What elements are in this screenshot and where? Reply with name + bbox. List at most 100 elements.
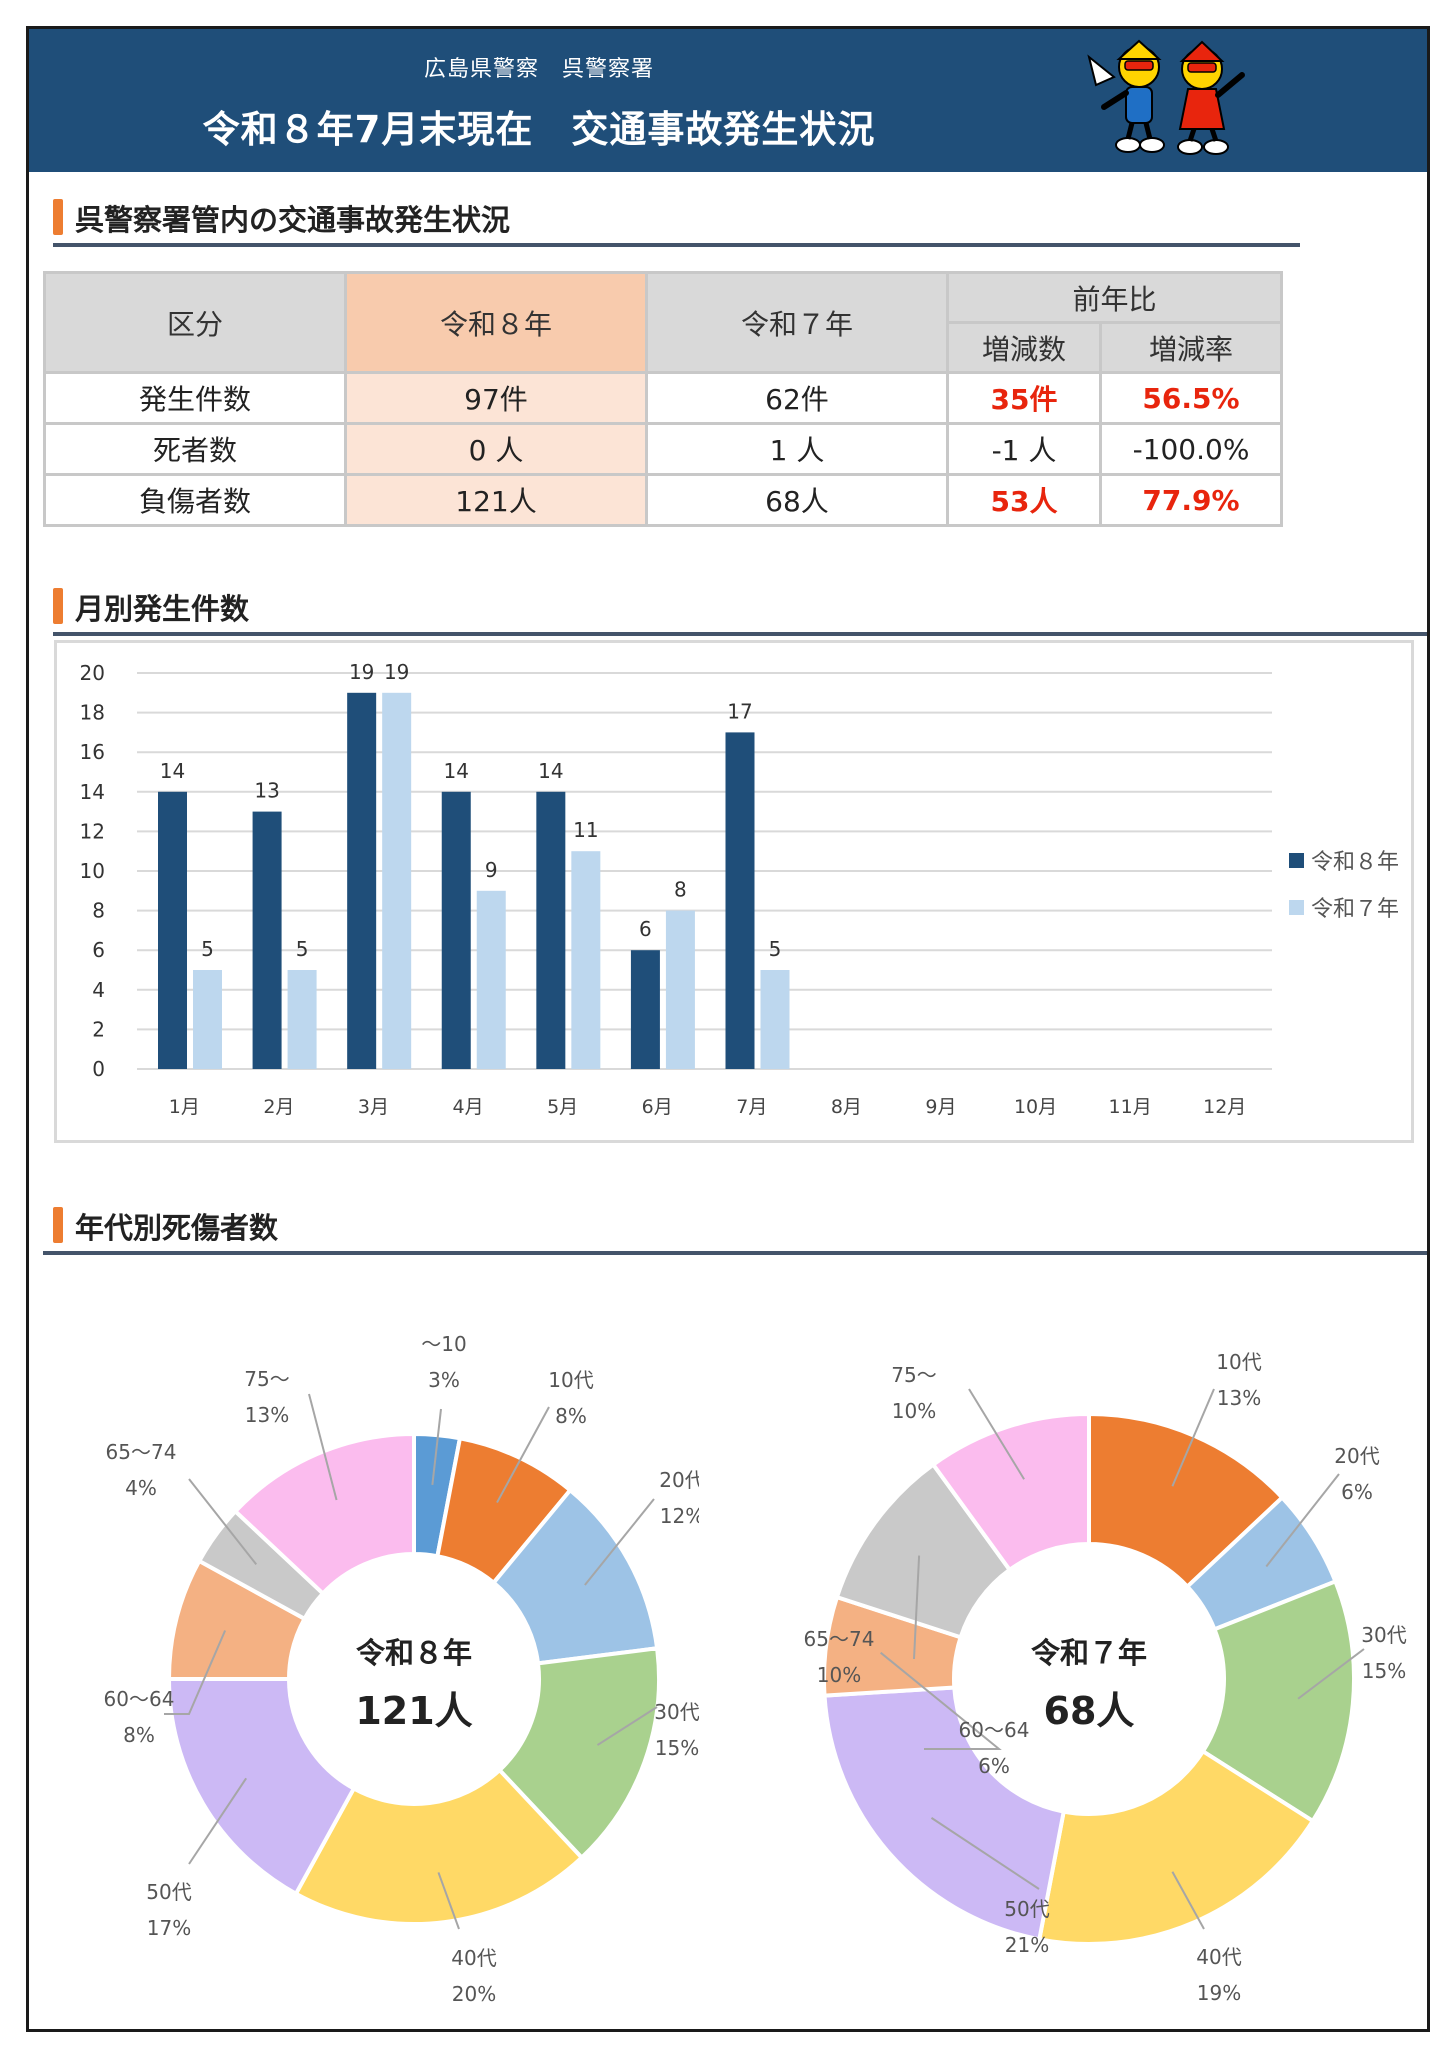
bar <box>536 791 566 1069</box>
slice-percent: 10% <box>817 1663 861 1687</box>
slice-percent: 8% <box>123 1723 155 1747</box>
x-tick-label: 5月 <box>547 1096 578 1118</box>
slice-label: 20代 <box>659 1468 699 1492</box>
mascot-left <box>1087 39 1165 153</box>
donut-chart-current-year: ～10 3% 10代 8% 20代 12% 30代 15% 40代 20% 50代 17% 60～64 8… <box>104 1332 699 2006</box>
x-tick-label: 4月 <box>452 1096 483 1118</box>
page-title: 令和８年7月末現在 交通事故発生状況 <box>202 108 876 151</box>
slice-label: 30代 <box>1361 1623 1406 1647</box>
legend-swatch <box>1289 853 1304 868</box>
header-current-year: 令和８年 <box>344 271 648 374</box>
bar <box>571 851 601 1069</box>
slice-label: 75～ <box>244 1367 289 1391</box>
x-tick-label: 9月 <box>925 1096 956 1118</box>
slice-label: 40代 <box>1196 1945 1241 1969</box>
section-title-summary: 呉警察署管内の交通事故発生状況 <box>53 197 510 239</box>
donut-slice <box>232 1431 416 1597</box>
leader-line <box>1297 1648 1365 1700</box>
section-title-monthly: 月別発生件数 <box>53 586 249 628</box>
slice-percent: 6% <box>1341 1480 1373 1504</box>
legend-swatch <box>1289 900 1304 915</box>
bar <box>193 970 222 1069</box>
slice-label: 50代 <box>146 1880 191 1904</box>
bar <box>382 692 412 1069</box>
slice-label: ～10 <box>421 1332 466 1356</box>
data-label: 14 <box>538 759 563 783</box>
legend-label: 令和７年 <box>1311 897 1399 922</box>
x-tick-label: 3月 <box>358 1096 389 1118</box>
slice-percent: 3% <box>428 1368 460 1392</box>
header-compare: 前年比 <box>946 271 1283 324</box>
x-tick-label: 8月 <box>831 1096 862 1118</box>
bar <box>287 970 317 1069</box>
bar <box>347 692 377 1069</box>
leader-line <box>930 1817 1040 1890</box>
leader-line <box>188 1777 247 1865</box>
leader-line <box>164 1630 227 1715</box>
slice-percent: 15% <box>655 1736 699 1760</box>
leader-line <box>584 1498 655 1586</box>
data-label: 17 <box>727 699 752 723</box>
leader-line <box>880 1651 1002 1750</box>
y-tick-label: 2 <box>92 1017 105 1041</box>
leader-line <box>188 1478 258 1566</box>
leader-line <box>1265 1473 1340 1568</box>
bar <box>725 732 755 1069</box>
slice-percent: 17% <box>147 1916 191 1940</box>
x-tick-label: 6月 <box>642 1096 673 1118</box>
slice-percent: 4% <box>125 1476 157 1500</box>
row-previous: 1 人 <box>645 422 949 476</box>
section-divider <box>43 1251 1427 1255</box>
data-label: 13 <box>254 779 279 803</box>
donut-chart-previous-year: 10代 13% 20代 6% 30代 15% 40代 19% 50代 21% 60～64 6% 65～7… <box>804 1350 1407 2005</box>
x-tick-label: 1月 <box>169 1096 200 1118</box>
slice-label: 10代 <box>1216 1350 1261 1374</box>
bar <box>158 791 187 1069</box>
y-tick-label: 10 <box>80 859 105 883</box>
data-label: 5 <box>296 937 309 961</box>
data-label: 19 <box>384 660 409 684</box>
mascot-right <box>1177 40 1245 155</box>
monthly-chart-box: 0 2 4 6 8 10 12 14 16 18 20 1月 14 5 2月 13 5 3月 19 19 4月 14 9 5月… <box>54 640 1414 1143</box>
row-previous: 68人 <box>645 473 949 527</box>
slice-percent: 15% <box>1362 1659 1406 1683</box>
donut-center-value: 68人 <box>1044 1689 1135 1733</box>
y-tick-label: 8 <box>92 899 105 923</box>
leader-line <box>913 1555 921 1660</box>
row-diff: 53人 <box>946 473 1102 527</box>
data-label: 6 <box>639 917 652 941</box>
slice-percent: 19% <box>1197 1981 1241 2005</box>
data-label: 8 <box>674 878 687 902</box>
section-title-summary-text: 呉警察署管内の交通事故発生状況 <box>75 203 511 237</box>
slice-label: 20代 <box>1334 1444 1379 1468</box>
donut-slice <box>166 1677 357 1897</box>
row-label: 発生件数 <box>43 371 347 425</box>
row-label: 死者数 <box>43 422 347 476</box>
x-tick-label: 12月 <box>1203 1096 1246 1118</box>
header-banner: 広島県警察 呉警察署 令和８年7月末現在 交通事故発生状況 <box>29 29 1427 172</box>
slice-label: 75～ <box>891 1363 936 1387</box>
slice-percent: 13% <box>245 1403 289 1427</box>
donut-slice <box>293 1767 585 1926</box>
donut-slice <box>496 1646 661 1861</box>
bar <box>476 890 506 1069</box>
leader-line <box>968 1388 1025 1480</box>
donut-slice <box>1037 1748 1316 1946</box>
data-label: 9 <box>485 858 498 882</box>
x-tick-label: 10月 <box>1014 1096 1057 1118</box>
row-current: 97件 <box>344 371 648 425</box>
bar <box>252 811 282 1069</box>
donut-slice <box>930 1411 1091 1573</box>
y-tick-label: 14 <box>80 780 105 804</box>
x-tick-label: 11月 <box>1109 1096 1152 1118</box>
row-current: 0 人 <box>344 422 648 476</box>
x-tick-label: 2月 <box>263 1096 294 1118</box>
header-rate: 増減率 <box>1099 321 1283 374</box>
section-title-age-text: 年代別死傷者数 <box>75 1211 279 1245</box>
y-tick-label: 16 <box>80 740 105 764</box>
leader-line <box>596 1706 658 1746</box>
leader-line <box>496 1406 550 1504</box>
section-title-age: 年代別死傷者数 <box>53 1205 278 1247</box>
data-label: 5 <box>769 937 782 961</box>
table-row: 負傷者数 121人 68人 53人 77.9% <box>43 473 1283 527</box>
